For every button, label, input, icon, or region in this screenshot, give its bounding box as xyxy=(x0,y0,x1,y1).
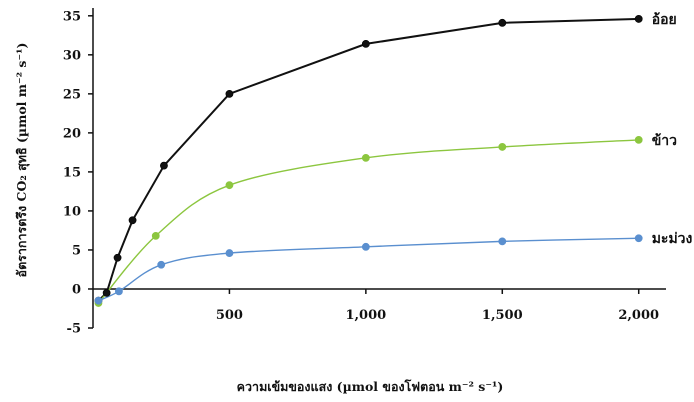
x-tick-label: 1,500 xyxy=(482,308,523,323)
data-point xyxy=(361,153,370,162)
y-ticks: -5 0 5 10 15 20 25 30 35 xyxy=(63,9,93,337)
data-point xyxy=(361,242,370,251)
y-tick-label: 15 xyxy=(63,165,81,180)
x-tick-label: 1,000 xyxy=(345,308,386,323)
data-point xyxy=(225,249,234,257)
series-label-2: ข้าว xyxy=(652,133,677,149)
x-ticks: 500 1,000 1,500 2,000 xyxy=(216,288,659,323)
data-point xyxy=(498,237,507,246)
data-point xyxy=(634,234,643,243)
y-tick-label: -5 xyxy=(67,322,81,337)
x-tick-label: 500 xyxy=(216,308,243,323)
y-tick-label: 20 xyxy=(63,126,81,141)
data-point xyxy=(115,287,123,296)
y-tick-label: 25 xyxy=(63,87,81,102)
data-point xyxy=(225,181,234,190)
data-point xyxy=(94,296,103,305)
series-label-3: มะม่วง xyxy=(652,231,693,247)
data-point xyxy=(498,143,507,151)
data-point xyxy=(498,18,507,27)
data-point xyxy=(160,161,168,170)
x-axis-title: ความเข้มของแสง (µmol ของโฟตอน m⁻² s⁻¹) xyxy=(237,379,504,394)
y-tick-label: 35 xyxy=(63,9,81,24)
series-lines xyxy=(97,17,639,304)
y-tick-label: 5 xyxy=(72,243,81,258)
y-tick-label: 30 xyxy=(63,48,81,63)
series-points xyxy=(94,15,643,307)
series-label-1: อ้อย xyxy=(652,12,677,28)
data-point xyxy=(113,253,122,262)
y-tick-label: 0 xyxy=(72,282,81,297)
y-axis-title: อัตราการตรึง CO₂ สุทธิ (µmol m⁻² s⁻¹) xyxy=(14,43,30,278)
data-point xyxy=(102,288,111,297)
axes xyxy=(92,8,666,328)
x-tick-label: 2,000 xyxy=(618,308,659,323)
y-tick-label: 10 xyxy=(63,204,81,219)
series-line-2 xyxy=(97,139,639,304)
data-point xyxy=(128,216,137,225)
data-point xyxy=(634,15,643,23)
data-point xyxy=(157,260,166,269)
data-point xyxy=(151,232,160,240)
data-point xyxy=(361,40,370,48)
series-line-3 xyxy=(98,237,639,302)
data-point xyxy=(634,136,643,144)
data-point xyxy=(225,89,234,98)
